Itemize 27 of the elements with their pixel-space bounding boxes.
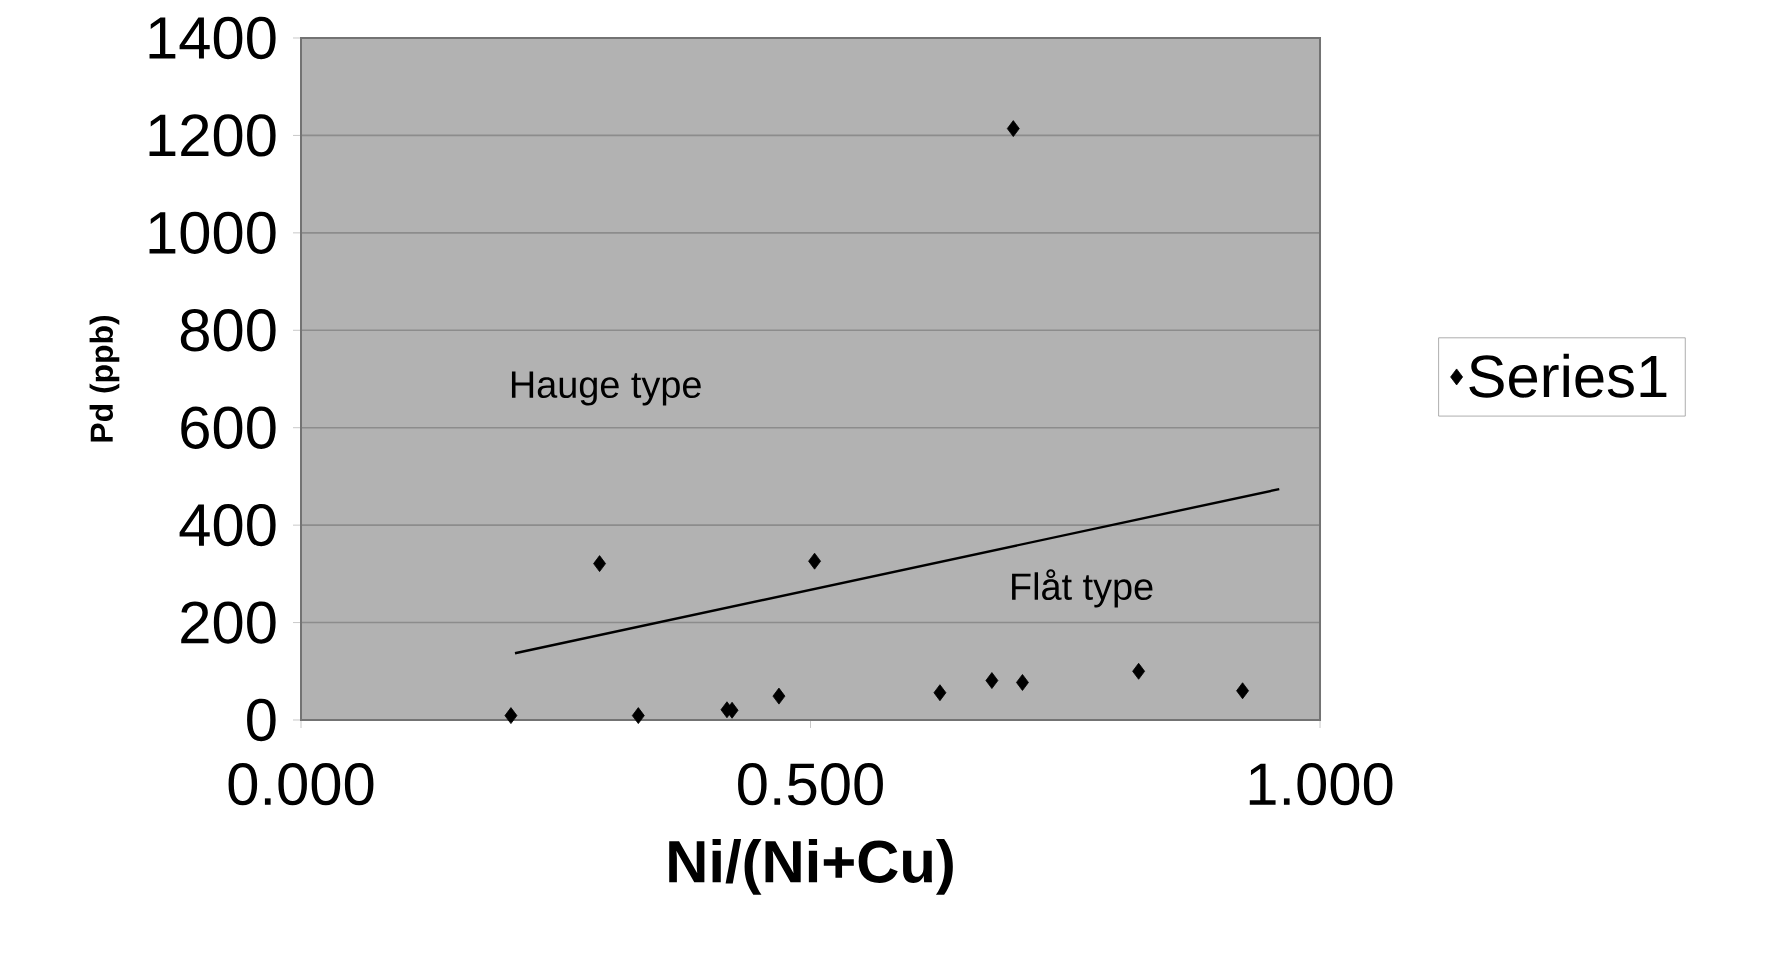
annotation: Hauge type [511,371,701,406]
y-tick-label: 400 [179,503,276,547]
point [593,555,606,573]
point [985,672,999,689]
legend-label: Series1 [1469,353,1667,398]
point [1236,682,1249,700]
point [1006,120,1020,137]
x-tick-label: 0.000 [228,763,374,806]
y-tick-label: 0 [247,698,276,742]
point [1016,674,1029,691]
point [1132,662,1146,680]
y-tick-label: 1400 [149,16,276,60]
x-tick-label: 1.000 [1249,763,1393,806]
y-tick-label: 1200 [149,114,276,157]
y-tick-label: 1000 [149,211,276,255]
point [631,707,645,725]
point [808,552,821,570]
annotation: Flåt type [1012,569,1153,608]
y-tick-label: 600 [181,406,276,449]
point [504,707,518,725]
y-tick-label: 800 [180,309,276,352]
x-axis-title: Ni/(Ni+Cu) [669,839,953,895]
point [933,684,947,702]
x-tick-label: 0.500 [738,763,883,806]
y-tick-label: 200 [181,601,276,644]
point [772,687,786,705]
y-axis-title: Pd (ppb) [89,315,120,442]
